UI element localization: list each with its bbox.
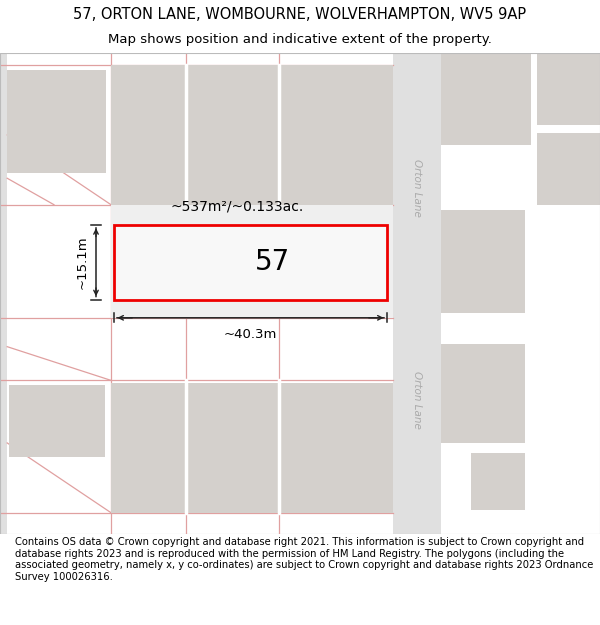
Bar xyxy=(441,344,525,443)
Text: 57: 57 xyxy=(255,248,290,276)
Bar xyxy=(393,53,441,534)
Bar xyxy=(111,65,393,205)
Bar xyxy=(7,70,106,173)
Text: ~537m²/~0.133ac.: ~537m²/~0.133ac. xyxy=(170,199,304,214)
Bar xyxy=(537,132,600,205)
Bar xyxy=(441,209,525,313)
Text: ~15.1m: ~15.1m xyxy=(76,236,89,289)
Bar xyxy=(441,53,531,144)
Bar xyxy=(111,382,393,512)
Bar xyxy=(537,53,600,125)
Text: Orton Lane: Orton Lane xyxy=(412,159,422,217)
Text: 57, ORTON LANE, WOMBOURNE, WOLVERHAMPTON, WV5 9AP: 57, ORTON LANE, WOMBOURNE, WOLVERHAMPTON… xyxy=(73,8,527,22)
Bar xyxy=(0,53,7,534)
Text: ~40.3m: ~40.3m xyxy=(224,328,277,341)
Bar xyxy=(210,236,318,294)
Bar xyxy=(111,205,393,318)
Text: Orton Lane: Orton Lane xyxy=(412,371,422,429)
Text: Map shows position and indicative extent of the property.: Map shows position and indicative extent… xyxy=(108,33,492,46)
Bar xyxy=(471,452,525,510)
Text: Contains OS data © Crown copyright and database right 2021. This information is : Contains OS data © Crown copyright and d… xyxy=(15,537,593,582)
Bar xyxy=(114,225,387,299)
Bar xyxy=(9,385,105,458)
Bar xyxy=(7,70,43,101)
